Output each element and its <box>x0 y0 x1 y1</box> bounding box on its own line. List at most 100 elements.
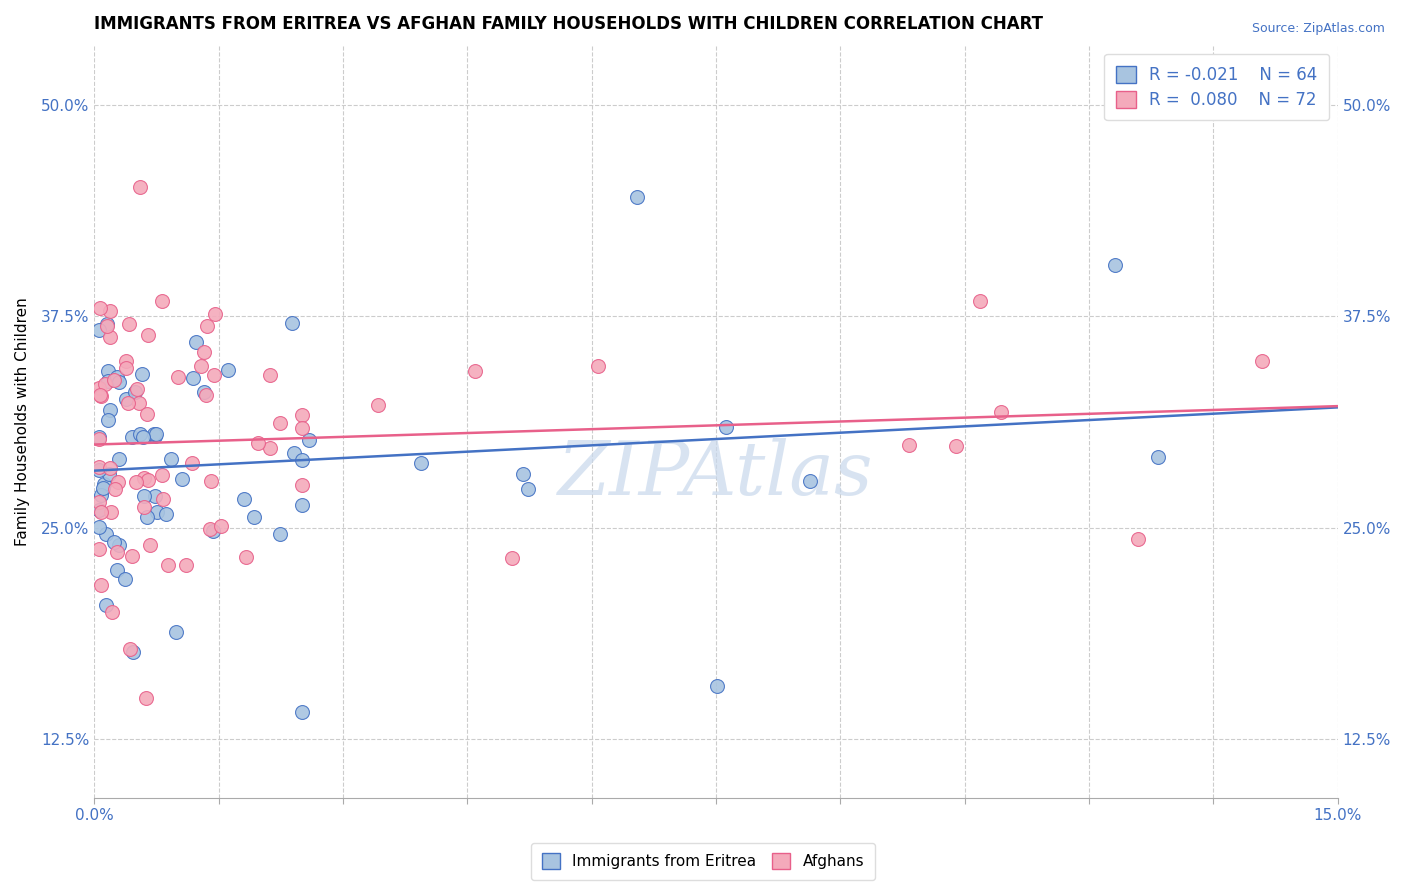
Point <box>232 491 254 506</box>
Point <box>990 405 1012 419</box>
Point <box>87 503 110 517</box>
Point <box>200 522 222 536</box>
Point <box>1146 450 1168 464</box>
Point <box>90 389 112 403</box>
Point <box>716 420 738 434</box>
Point <box>90 488 112 502</box>
Text: Source: ZipAtlas.com: Source: ZipAtlas.com <box>1251 22 1385 36</box>
Point <box>132 471 155 485</box>
Point <box>193 384 215 399</box>
Point <box>165 624 187 639</box>
Point <box>706 680 728 694</box>
Legend: Immigrants from Eritrea, Afghans: Immigrants from Eritrea, Afghans <box>531 843 875 880</box>
Y-axis label: Family Households with Children: Family Households with Children <box>15 298 30 546</box>
Point <box>190 359 212 373</box>
Point <box>115 361 138 376</box>
Point <box>87 430 110 444</box>
Point <box>291 478 314 492</box>
Point <box>107 475 129 489</box>
Point <box>121 429 143 443</box>
Point <box>87 463 110 477</box>
Point <box>87 323 110 337</box>
Point <box>501 551 523 566</box>
Point <box>945 439 967 453</box>
Point <box>101 605 124 619</box>
Point <box>202 368 225 382</box>
Point <box>291 706 314 720</box>
Text: IMMIGRANTS FROM ERITREA VS AFGHAN FAMILY HOUSEHOLDS WITH CHILDREN CORRELATION CH: IMMIGRANTS FROM ERITREA VS AFGHAN FAMILY… <box>94 15 1043 33</box>
Point <box>132 500 155 515</box>
Point <box>127 382 149 396</box>
Point <box>87 459 110 474</box>
Point <box>152 491 174 506</box>
Point <box>136 407 159 421</box>
Point <box>117 396 139 410</box>
Point <box>97 374 120 388</box>
Point <box>588 359 610 373</box>
Point <box>193 344 215 359</box>
Point <box>132 430 155 444</box>
Point <box>136 509 159 524</box>
Point <box>145 428 167 442</box>
Point <box>124 384 146 399</box>
Point <box>125 475 148 490</box>
Point <box>259 368 281 382</box>
Point <box>180 456 202 470</box>
Point <box>146 505 169 519</box>
Point <box>98 403 121 417</box>
Point <box>160 452 183 467</box>
Point <box>87 432 110 446</box>
Point <box>969 293 991 308</box>
Point <box>194 388 217 402</box>
Point <box>136 327 159 342</box>
Point <box>799 475 821 489</box>
Point <box>291 421 314 435</box>
Point <box>96 318 118 333</box>
Point <box>131 368 153 382</box>
Point <box>105 563 128 577</box>
Point <box>98 461 121 475</box>
Point <box>97 364 120 378</box>
Point <box>626 190 648 204</box>
Point <box>1251 353 1274 368</box>
Point <box>157 558 180 572</box>
Point <box>195 318 218 333</box>
Point <box>242 509 264 524</box>
Point <box>186 334 208 349</box>
Point <box>1104 258 1126 272</box>
Point <box>96 317 118 331</box>
Point <box>217 363 239 377</box>
Point <box>107 538 129 552</box>
Point <box>136 474 159 488</box>
Point <box>89 301 111 315</box>
Point <box>87 520 110 534</box>
Point <box>128 396 150 410</box>
Point <box>409 456 432 470</box>
Point <box>128 180 150 194</box>
Point <box>114 572 136 586</box>
Point <box>98 304 121 318</box>
Point <box>170 472 193 486</box>
Point <box>100 505 122 519</box>
Point <box>143 427 166 442</box>
Point <box>87 541 110 556</box>
Point <box>512 467 534 481</box>
Point <box>143 489 166 503</box>
Point <box>115 354 138 368</box>
Point <box>103 373 125 387</box>
Point <box>209 518 232 533</box>
Point <box>108 375 131 389</box>
Point <box>90 505 112 519</box>
Point <box>898 438 921 452</box>
Point <box>155 508 177 522</box>
Point <box>107 452 129 467</box>
Point <box>269 416 291 430</box>
Point <box>139 538 162 552</box>
Point <box>201 524 224 538</box>
Point <box>121 549 143 563</box>
Point <box>167 370 190 384</box>
Point <box>204 307 226 321</box>
Point <box>105 369 128 384</box>
Point <box>94 598 117 612</box>
Point <box>98 329 121 343</box>
